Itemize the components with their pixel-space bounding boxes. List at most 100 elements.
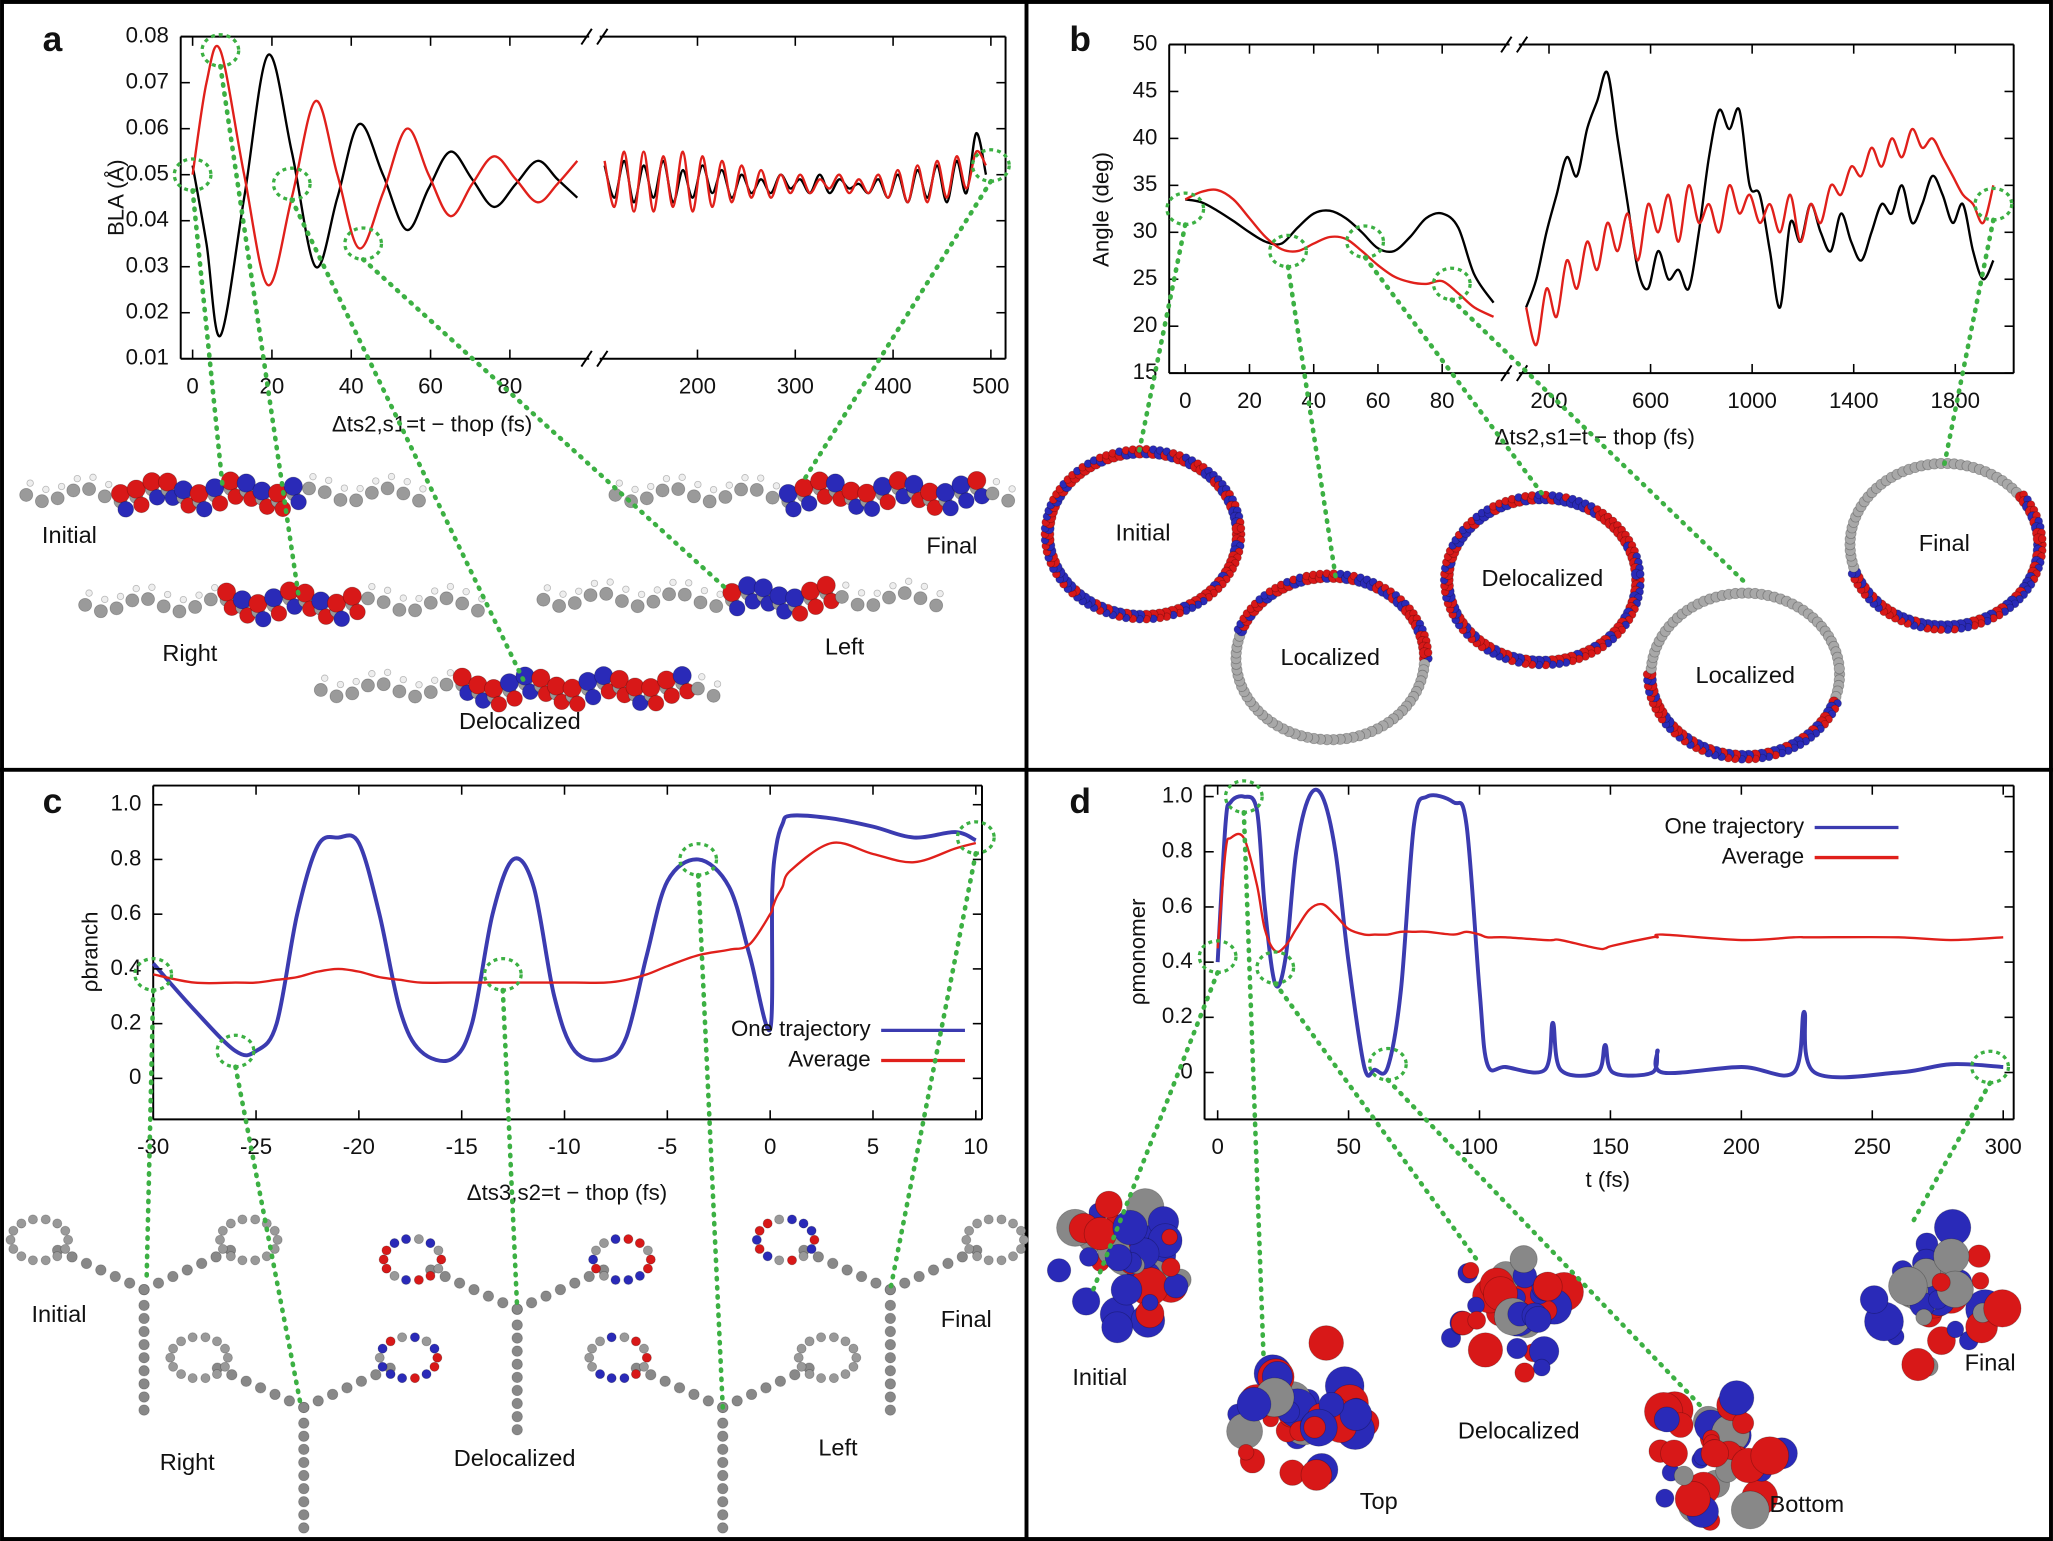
plots: a0 20 40 60 80 200 300 400 5000.010.020.030.040.…	[31, 20, 2021, 1517]
atom	[333, 610, 351, 628]
x-tick-label: 0	[186, 373, 198, 398]
atom	[172, 604, 187, 619]
atom	[905, 577, 913, 585]
atom	[926, 499, 944, 516]
atom	[647, 695, 665, 712]
atom	[659, 1375, 671, 1387]
atom	[313, 683, 328, 697]
atom	[1674, 1480, 1711, 1517]
atom	[789, 1369, 801, 1381]
molecule-label: Right	[162, 640, 217, 666]
highlight-circle	[1970, 1049, 2011, 1085]
molecule-label: Left	[825, 633, 865, 659]
atom	[531, 668, 551, 688]
x-axis-label: Δts2,s1=t − thop (fs)	[1495, 424, 1695, 449]
atom	[380, 481, 395, 496]
highlight-circle	[200, 33, 241, 68]
atom	[60, 1243, 71, 1254]
x-tick-label: 20	[260, 373, 285, 398]
atom	[212, 1336, 222, 1347]
atom	[490, 696, 508, 713]
atom	[232, 590, 252, 610]
y-tick-label: 0.08	[126, 23, 169, 48]
atom	[52, 1218, 63, 1229]
atom	[298, 1496, 310, 1508]
atom	[446, 669, 455, 677]
atom	[798, 1251, 809, 1262]
atom	[1730, 1490, 1770, 1530]
x-tick-label: 50	[1336, 1134, 1361, 1159]
y-tick-label: 45	[1133, 77, 1158, 102]
atom	[772, 482, 781, 490]
x-tick-label: 0	[764, 1134, 776, 1159]
atom	[787, 1214, 797, 1225]
atom	[283, 476, 303, 496]
atom	[615, 479, 623, 487]
atom	[709, 599, 724, 614]
y-tick-label: 0.4	[1162, 948, 1193, 973]
connector	[1362, 255, 1548, 500]
atom	[879, 493, 896, 511]
atom	[181, 1264, 193, 1276]
atom	[599, 586, 614, 601]
atom	[1524, 1305, 1552, 1333]
atom	[431, 676, 439, 684]
x-tick-label: 5	[867, 1134, 879, 1159]
atom	[1700, 1439, 1730, 1468]
x-tick-label: -5	[657, 1134, 677, 1159]
atom	[848, 1361, 859, 1372]
atom	[1514, 1362, 1535, 1383]
connector	[1385, 1077, 1705, 1410]
atom	[1141, 1293, 1159, 1311]
atom	[368, 670, 376, 678]
atom	[1101, 1311, 1134, 1344]
connector	[802, 178, 994, 481]
highlight-circle	[271, 166, 312, 202]
atom	[1303, 1416, 1326, 1439]
atom	[356, 484, 364, 493]
atom	[609, 669, 629, 689]
atom	[401, 1234, 412, 1245]
atom	[423, 685, 438, 700]
y-tick-label: 0.05	[126, 161, 169, 186]
atom	[421, 1336, 432, 1347]
y-tick-label: 0.02	[126, 299, 169, 324]
atom	[138, 1378, 150, 1390]
atom	[179, 595, 188, 604]
atom	[217, 1243, 228, 1254]
atom	[1300, 1459, 1333, 1491]
atom	[787, 1255, 797, 1266]
atom	[237, 1214, 248, 1225]
atom	[105, 480, 113, 489]
atom	[16, 1218, 27, 1229]
molecule-label: Initial	[1116, 519, 1171, 545]
atom	[455, 596, 470, 611]
atom	[97, 489, 112, 504]
molecule-label: Final	[1919, 530, 1970, 556]
atom	[26, 479, 34, 487]
atom	[642, 1245, 653, 1256]
panel-letter: d	[1069, 782, 1091, 821]
series-line	[191, 53, 579, 338]
atom	[678, 473, 686, 481]
atom	[1750, 1436, 1790, 1476]
atom	[240, 1375, 252, 1387]
atom	[631, 485, 639, 494]
atom	[855, 1270, 868, 1283]
atom	[215, 1234, 225, 1245]
atom	[138, 1391, 150, 1403]
atom	[345, 686, 360, 701]
series-line	[1215, 787, 2004, 1080]
molecule-label: Delocalized	[459, 708, 581, 734]
x-tick-label: 80	[1430, 388, 1455, 413]
atom	[1079, 1247, 1099, 1267]
atom	[638, 1343, 649, 1354]
y-tick-label: 50	[1133, 30, 1158, 55]
atom	[693, 595, 708, 610]
molecule-label: Right	[160, 1449, 215, 1475]
series-line	[1185, 198, 1495, 304]
atom	[482, 1290, 495, 1302]
atom	[647, 482, 655, 491]
panel-letter: a	[43, 20, 63, 59]
axis-frame	[152, 784, 983, 1121]
